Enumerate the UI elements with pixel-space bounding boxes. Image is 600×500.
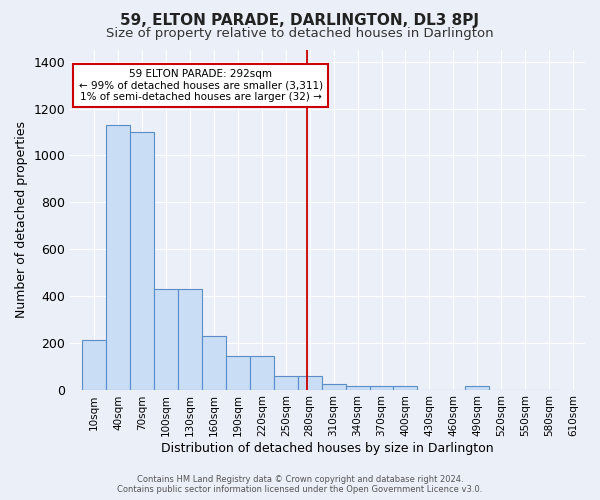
- Text: 59 ELTON PARADE: 292sqm
← 99% of detached houses are smaller (3,311)
1% of semi-: 59 ELTON PARADE: 292sqm ← 99% of detache…: [79, 68, 323, 102]
- Bar: [298, 376, 322, 390]
- Text: Contains HM Land Registry data © Crown copyright and database right 2024.: Contains HM Land Registry data © Crown c…: [137, 475, 463, 484]
- Text: 59, ELTON PARADE, DARLINGTON, DL3 8PJ: 59, ELTON PARADE, DARLINGTON, DL3 8PJ: [121, 12, 479, 28]
- Bar: [370, 386, 394, 390]
- Bar: [130, 132, 154, 390]
- Bar: [154, 289, 178, 390]
- Bar: [466, 386, 489, 390]
- Bar: [274, 376, 298, 390]
- Bar: [226, 356, 250, 390]
- Bar: [346, 386, 370, 390]
- Bar: [202, 336, 226, 390]
- Bar: [82, 340, 106, 390]
- X-axis label: Distribution of detached houses by size in Darlington: Distribution of detached houses by size …: [161, 442, 494, 455]
- Bar: [178, 289, 202, 390]
- Bar: [106, 125, 130, 390]
- Bar: [394, 386, 418, 390]
- Bar: [250, 356, 274, 390]
- Y-axis label: Number of detached properties: Number of detached properties: [15, 122, 28, 318]
- Text: Size of property relative to detached houses in Darlington: Size of property relative to detached ho…: [106, 28, 494, 40]
- Text: Contains public sector information licensed under the Open Government Licence v3: Contains public sector information licen…: [118, 485, 482, 494]
- Bar: [322, 384, 346, 390]
